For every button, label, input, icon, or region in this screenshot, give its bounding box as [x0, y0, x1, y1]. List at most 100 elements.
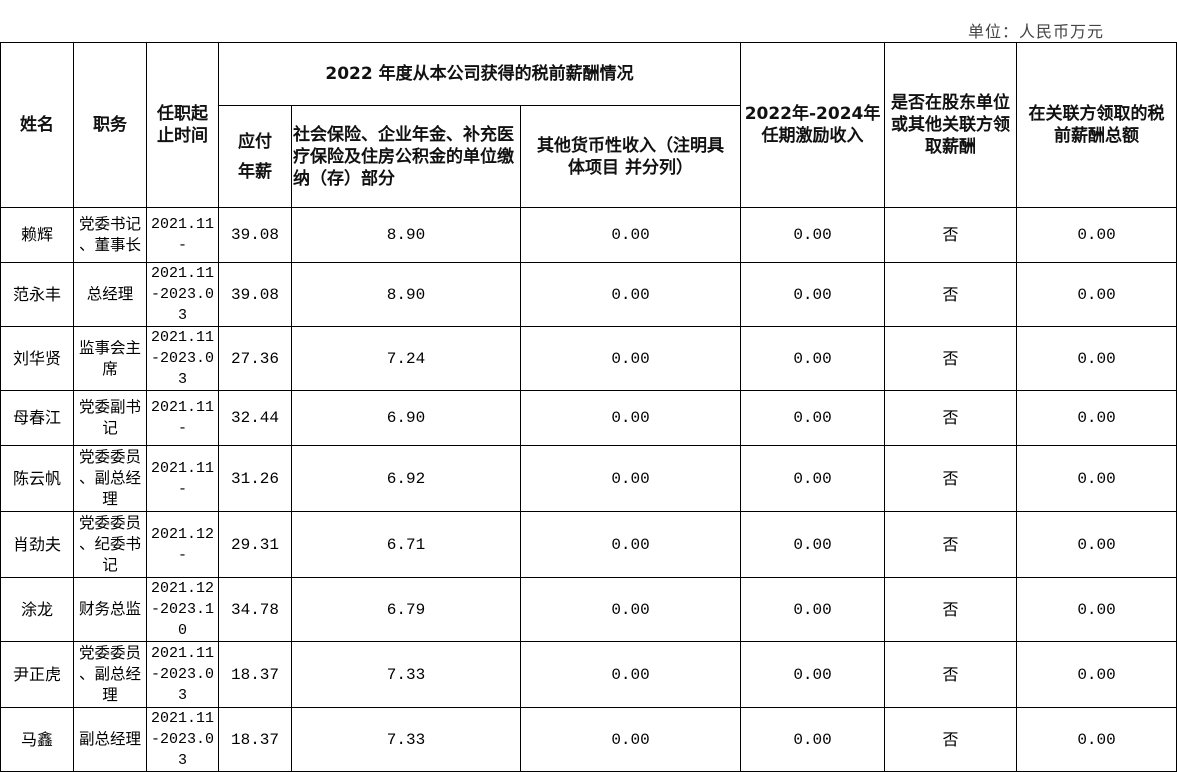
cell-position: 党委委员、纪委书记	[73, 511, 147, 578]
cell-social: 8.90	[291, 207, 521, 263]
cell-salary: 34.78	[218, 577, 292, 642]
cell-incentive: 0.00	[740, 207, 886, 263]
cell-salary: 39.08	[218, 262, 292, 327]
cell-other: 0.00	[519, 641, 742, 708]
table-row: 尹正虎 党委委员、副总经理 2021.11-2023.03 18.37 7.33 0.00…	[0, 641, 1177, 708]
table-row: 肖劲夫 党委委员、纪委书记 2021.12- 29.31 6.71 0.00 0.00 否 0.…	[0, 511, 1177, 578]
cell-position: 副总经理	[73, 707, 147, 772]
cell-social: 6.92	[291, 445, 521, 512]
cell-name: 肖劲夫	[0, 511, 74, 578]
table-row: 马鑫 副总经理 2021.11-2023.03 18.37 7.33 0.00 0.00 否 0…	[0, 707, 1177, 772]
header-position: 职务	[73, 42, 147, 208]
cell-position: 总经理	[73, 262, 147, 327]
cell-related-total: 0.00	[1016, 262, 1177, 327]
cell-other: 0.00	[519, 326, 742, 391]
cell-social: 7.33	[291, 641, 521, 708]
cell-salary: 29.31	[218, 511, 292, 578]
cell-name: 母春江	[0, 390, 74, 446]
cell-term: 2021.11-2023.03	[146, 326, 219, 391]
cell-incentive: 0.00	[740, 511, 886, 578]
cell-other: 0.00	[519, 707, 742, 772]
cell-name: 尹正虎	[0, 641, 74, 708]
cell-salary: 27.36	[218, 326, 292, 391]
cell-salary: 18.37	[218, 641, 292, 708]
cell-related-total: 0.00	[1016, 577, 1177, 642]
cell-incentive: 0.00	[740, 326, 886, 391]
table-row: 陈云帆 党委委员、副总经理 2021.11- 31.26 6.92 0.00 0.00 否 0.…	[0, 445, 1177, 512]
cell-name: 赖辉	[0, 207, 74, 263]
cell-other: 0.00	[519, 262, 742, 327]
cell-incentive: 0.00	[740, 262, 886, 327]
cell-other: 0.00	[519, 207, 742, 263]
table-row: 涂龙 财务总监 2021.12-2023.10 34.78 6.79 0.00 0.00 否 0…	[0, 577, 1177, 642]
cell-term: 2021.11-	[146, 207, 219, 263]
cell-other: 0.00	[519, 390, 742, 446]
header-group: 2022 年度从本公司获得的税前薪酬情况	[217, 42, 742, 106]
cell-position: 党委副书记	[73, 390, 147, 446]
cell-position: 党委委员、副总经理	[73, 641, 147, 708]
cell-related-total: 0.00	[1016, 445, 1177, 512]
cell-related: 否	[884, 511, 1018, 578]
cell-incentive: 0.00	[740, 577, 886, 642]
cell-salary: 32.44	[218, 390, 292, 446]
cell-name: 马鑫	[0, 707, 74, 772]
cell-incentive: 0.00	[740, 641, 886, 708]
cell-name: 陈云帆	[0, 445, 74, 512]
cell-position: 监事会主席	[73, 326, 147, 391]
header-social: 社会保险、企业年金、补充医疗保险及住房公积金的单位缴纳（存）部分	[291, 105, 521, 208]
cell-incentive: 0.00	[740, 445, 886, 512]
table-row: 母春江 党委副书记 2021.11- 32.44 6.90 0.00 0.00 否 0.00	[0, 390, 1177, 446]
cell-social: 6.79	[291, 577, 521, 642]
cell-incentive: 0.00	[740, 707, 886, 772]
cell-related-total: 0.00	[1016, 707, 1177, 772]
cell-related: 否	[884, 577, 1018, 642]
header-other: 其他货币性收入（注明具体项目 并分列）	[519, 105, 742, 208]
cell-related-total: 0.00	[1016, 390, 1177, 446]
cell-term: 2021.11-2023.03	[146, 707, 219, 772]
cell-related: 否	[884, 445, 1018, 512]
cell-name: 刘华贤	[0, 326, 74, 391]
table-row: 赖辉 党委书记、董事长 2021.11- 39.08 8.90 0.00 0.00 否 0.00	[0, 207, 1177, 263]
cell-related-total: 0.00	[1016, 207, 1177, 263]
header-related: 是否在股东单位或其他关联方领取薪酬	[884, 42, 1018, 208]
cell-term: 2021.12-2023.10	[146, 577, 219, 642]
cell-position: 财务总监	[73, 577, 147, 642]
cell-social: 6.90	[291, 390, 521, 446]
cell-related: 否	[884, 326, 1018, 391]
header-salary: 应付年薪	[218, 105, 292, 208]
cell-incentive: 0.00	[740, 390, 886, 446]
cell-other: 0.00	[519, 511, 742, 578]
cell-related: 否	[884, 390, 1018, 446]
cell-term: 2021.11-2023.03	[146, 262, 219, 327]
cell-other: 0.00	[519, 577, 742, 642]
cell-related: 否	[884, 641, 1018, 708]
cell-term: 2021.12-	[146, 511, 219, 578]
cell-related-total: 0.00	[1016, 641, 1177, 708]
table-row: 刘华贤 监事会主席 2021.11-2023.03 27.36 7.24 0.00 0.00…	[0, 326, 1177, 391]
cell-social: 7.33	[291, 707, 521, 772]
cell-related: 否	[884, 207, 1018, 263]
cell-salary: 39.08	[218, 207, 292, 263]
unit-label: 单位：人民币万元	[968, 22, 1105, 41]
cell-social: 8.90	[291, 262, 521, 327]
cell-social: 7.24	[291, 326, 521, 391]
cell-salary: 31.26	[218, 445, 292, 512]
header-term: 任职起止时间	[146, 42, 219, 208]
cell-name: 涂龙	[0, 577, 74, 642]
header-related-total: 在关联方领取的税前薪酬总额	[1016, 42, 1177, 208]
cell-related-total: 0.00	[1016, 326, 1177, 391]
cell-social: 6.71	[291, 511, 521, 578]
cell-related: 否	[884, 707, 1018, 772]
cell-term: 2021.11-	[146, 445, 219, 512]
header-incentive: 2022年-2024年任期激励收入	[740, 42, 886, 208]
cell-related: 否	[884, 262, 1018, 327]
cell-position: 党委委员、副总经理	[73, 445, 147, 512]
cell-name: 范永丰	[0, 262, 74, 327]
cell-salary: 18.37	[218, 707, 292, 772]
cell-term: 2021.11-2023.03	[146, 641, 219, 708]
header-name: 姓名	[0, 42, 74, 208]
cell-term: 2021.11-	[146, 390, 219, 446]
cell-position: 党委书记、董事长	[73, 207, 147, 263]
table-row: 范永丰 总经理 2021.11-2023.03 39.08 8.90 0.00 0.00 否 0…	[0, 262, 1177, 327]
cell-related-total: 0.00	[1016, 511, 1177, 578]
